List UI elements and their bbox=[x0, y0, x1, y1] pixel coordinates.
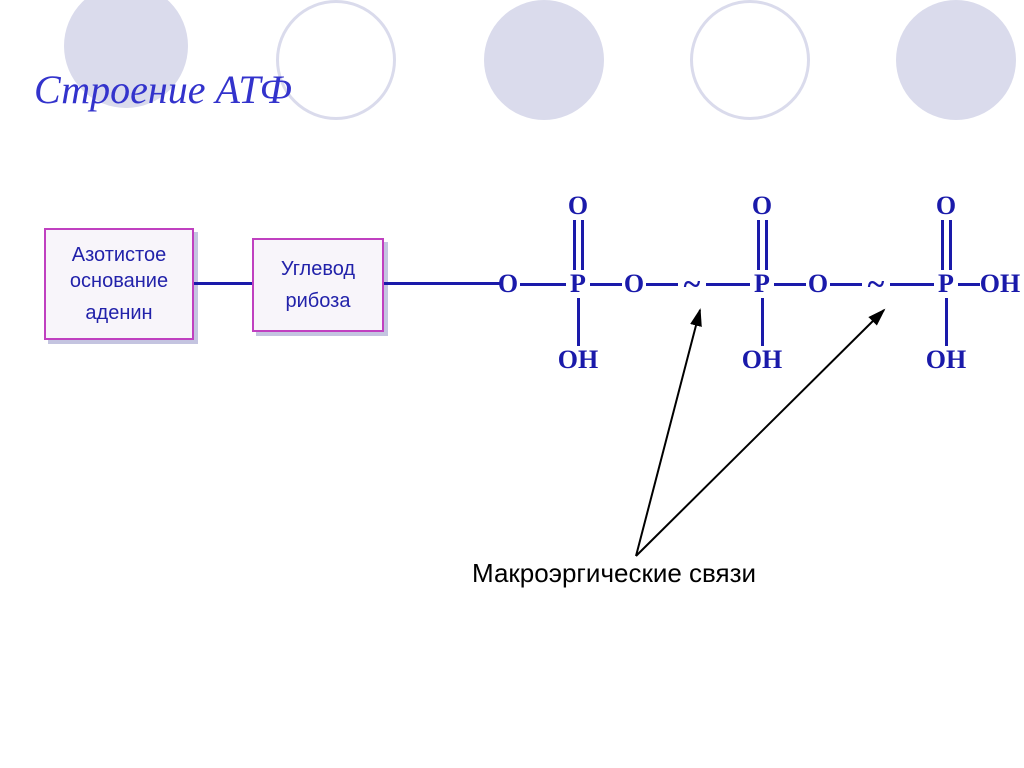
bond-P-O-double bbox=[941, 220, 944, 270]
atom-O-double: O bbox=[936, 191, 956, 221]
bond-P-O-double bbox=[581, 220, 584, 270]
atom-O-double: O bbox=[752, 191, 772, 221]
box-nitrogenous-base: Азотистое основание аденин bbox=[44, 228, 194, 340]
box-sugar-ribose: Углевод рибоза bbox=[252, 238, 384, 332]
group-OH: OH bbox=[926, 345, 966, 375]
bond-P-OH bbox=[761, 298, 764, 346]
box-sugar-line2: рибоза bbox=[286, 288, 351, 314]
atom-P: P bbox=[938, 269, 954, 299]
bond-base-sugar bbox=[194, 282, 252, 285]
bond-P-O-double bbox=[949, 220, 952, 270]
box-sugar-line1: Углевод bbox=[281, 256, 355, 282]
bond-O-tilde bbox=[646, 283, 678, 286]
bond-O-tilde bbox=[830, 283, 862, 286]
atom-O: O bbox=[498, 269, 518, 299]
atom-O-double: O bbox=[568, 191, 588, 221]
decorative-circle bbox=[484, 0, 604, 120]
bond-P-O bbox=[774, 283, 806, 286]
macroergic-bond-2: ~ bbox=[868, 266, 885, 303]
bond-P-O bbox=[590, 283, 622, 286]
group-OH: OH bbox=[558, 345, 598, 375]
group-OH: OH bbox=[742, 345, 782, 375]
macroergic-bond-1: ~ bbox=[684, 266, 701, 303]
box-base-line3: аденин bbox=[85, 300, 152, 326]
macroergic-bonds-label: Макроэргические связи bbox=[472, 558, 756, 589]
bond-P-O-double bbox=[573, 220, 576, 270]
bond-tilde-P bbox=[890, 283, 934, 286]
group-OH-terminal: OH bbox=[980, 269, 1020, 299]
atom-O: O bbox=[808, 269, 828, 299]
slide-title: Строение АТФ bbox=[34, 66, 292, 113]
bond-O-P bbox=[520, 283, 566, 286]
bond-sugar-phosphate bbox=[384, 282, 500, 285]
box-base-line1: Азотистое bbox=[72, 242, 166, 268]
bond-P-OH-terminal bbox=[958, 283, 980, 286]
decorative-circle bbox=[896, 0, 1016, 120]
decorative-circle bbox=[276, 0, 396, 120]
atom-P: P bbox=[754, 269, 770, 299]
macroergic-arrows bbox=[0, 0, 1024, 768]
bond-P-O-double bbox=[765, 220, 768, 270]
bond-tilde-P bbox=[706, 283, 750, 286]
box-base-line2: основание bbox=[70, 268, 168, 294]
atom-P: P bbox=[570, 269, 586, 299]
bond-P-OH bbox=[577, 298, 580, 346]
bond-P-OH bbox=[945, 298, 948, 346]
atom-O: O bbox=[624, 269, 644, 299]
bond-P-O-double bbox=[757, 220, 760, 270]
decorative-circle bbox=[690, 0, 810, 120]
